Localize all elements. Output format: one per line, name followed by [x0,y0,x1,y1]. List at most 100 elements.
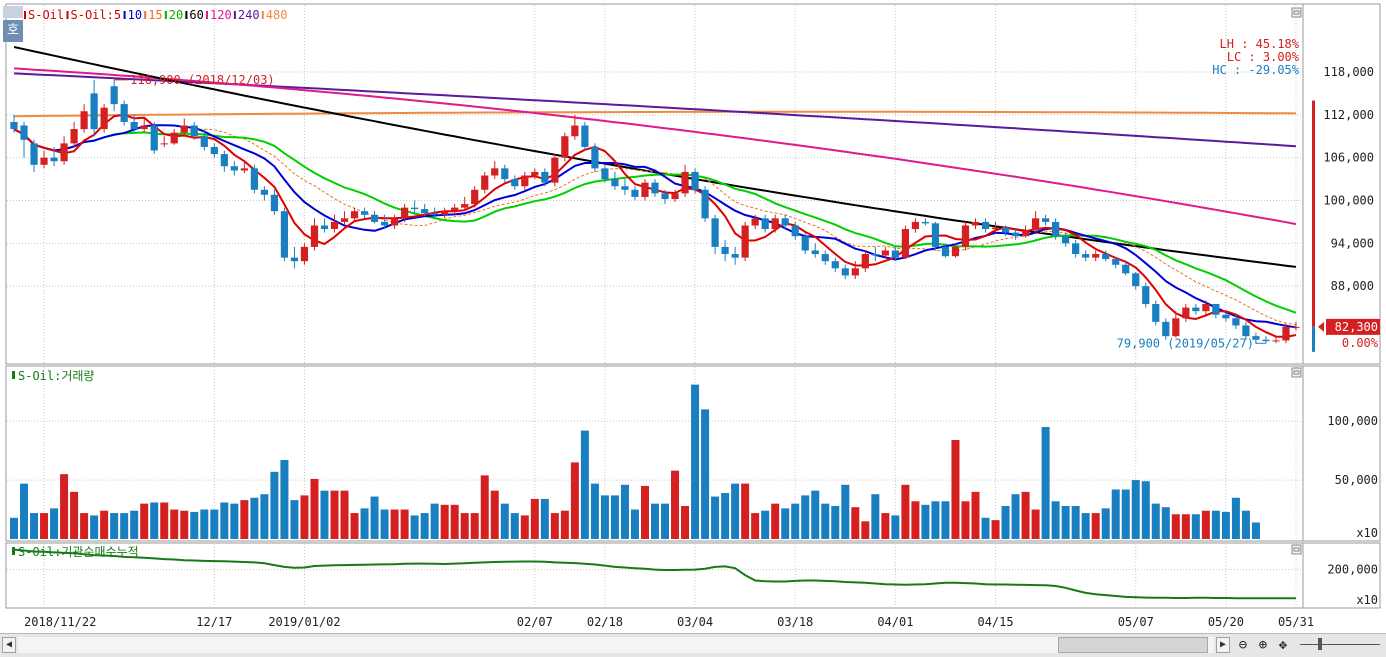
x-axis-date-label: 12/17 [196,615,232,629]
scroll-track[interactable] [18,637,1214,653]
chart-canvas[interactable]: 88,000 94,000 100,000 106,000 112,000 118,000… [0,0,1386,633]
candle-body [230,166,238,171]
volume-bar [691,384,700,539]
volume-title-marker [12,371,15,379]
candle-body [350,211,359,219]
volume-bar [210,509,219,539]
candle-body [431,213,439,215]
candle-body [681,171,689,194]
zoom-out-icon[interactable]: ⊖ [1238,637,1248,653]
volume-bar [360,508,369,539]
volume-bar [630,509,639,539]
candle-body [220,154,228,167]
volume-bar [961,501,970,539]
volume-bar [991,520,1000,539]
zoom-slider-knob[interactable] [1318,638,1322,650]
candle-body [871,254,879,256]
volume-bar [290,500,299,539]
volume-bar [1101,508,1110,539]
scroll-left-icon[interactable]: ◀ [2,637,16,653]
volume-bar [530,498,539,539]
volume-bar [130,510,139,539]
volume-bar [1031,509,1040,539]
legend-label: 20 [169,8,183,22]
x-axis-date-label: 02/18 [587,615,623,629]
candle-body [751,218,759,226]
candle-body [80,111,88,130]
volume-bar [460,513,469,539]
volume-bar [741,483,750,539]
candle-body [120,104,128,122]
candle-body [290,257,299,262]
candle-body [901,229,909,258]
ho-button[interactable]: 호 [3,20,23,42]
move-icon[interactable]: ✥ [1278,637,1288,653]
candle-body [1112,259,1120,265]
candle-body [571,125,579,137]
volume-bar [190,511,199,539]
volume-bar [1131,480,1140,539]
low-annotation: 79,900 (2019/05/27) [1117,336,1254,350]
candle-body [731,254,739,258]
candle-body [741,225,749,258]
institution-tick-label: 200,000 [1327,563,1378,577]
candle-body [1082,254,1090,258]
ma-10-line [13,124,1297,329]
ho-label: 호 [7,23,19,38]
candle-body [1031,218,1040,231]
volume-bar [260,494,269,539]
candle-body [10,121,18,130]
zoom-in-icon[interactable]: ⊕ [1258,637,1268,653]
candle-body [380,221,389,226]
candle-body [1021,230,1030,237]
legend-label: 60 [189,8,203,22]
candle-body [1262,339,1270,342]
candle-body [821,254,829,262]
candle-body [651,182,659,194]
candle-body [461,204,469,208]
candle-body [1232,318,1240,326]
stat-lc: LC : 3.00% [1227,50,1300,64]
panel-restore-glyph [1293,10,1300,15]
volume-bar [951,440,960,539]
candle-body [671,193,679,200]
volume-bar [1241,510,1250,539]
candle-body [621,186,629,190]
institution-cumulative-line [13,548,1296,600]
price-tick-label: 112,000 [1323,108,1374,122]
candle-body [180,125,188,133]
x-axis-date-label: 04/01 [877,615,913,629]
candle-body [110,86,118,105]
x-axis-date-label: 2019/01/02 [268,615,340,629]
candle-body [260,189,268,195]
volume-bar [831,506,840,539]
candle-body [581,125,589,147]
candle-body [150,125,158,151]
candle-body [481,175,489,190]
candle-body [30,143,38,165]
candle-body [170,132,178,144]
volume-bar [590,483,599,539]
volume-bar [1181,514,1190,539]
volume-bar [9,517,19,539]
candle-body [1052,221,1060,237]
candle-body [401,207,409,219]
x-axis-date-label: 03/18 [777,615,813,629]
candle-body [451,207,459,212]
volume-bar [721,493,730,539]
candle-body [531,171,539,176]
scroll-thumb[interactable] [1058,637,1208,653]
horizontal-scrollbar[interactable]: ◀ ▶ ⊖ ⊕ ✥ [0,633,1386,657]
zoom-slider[interactable] [1300,638,1380,652]
zoom-slider-track [1300,644,1380,645]
ma-120-line [13,67,1297,226]
candle-body [411,207,419,210]
volume-bar [731,483,740,539]
volume-bar [941,501,950,539]
candle-body [20,125,28,140]
candle-body [511,179,519,187]
candle-body [1152,304,1160,322]
volume-bar [1171,514,1180,539]
scroll-right-icon[interactable]: ▶ [1216,637,1230,653]
